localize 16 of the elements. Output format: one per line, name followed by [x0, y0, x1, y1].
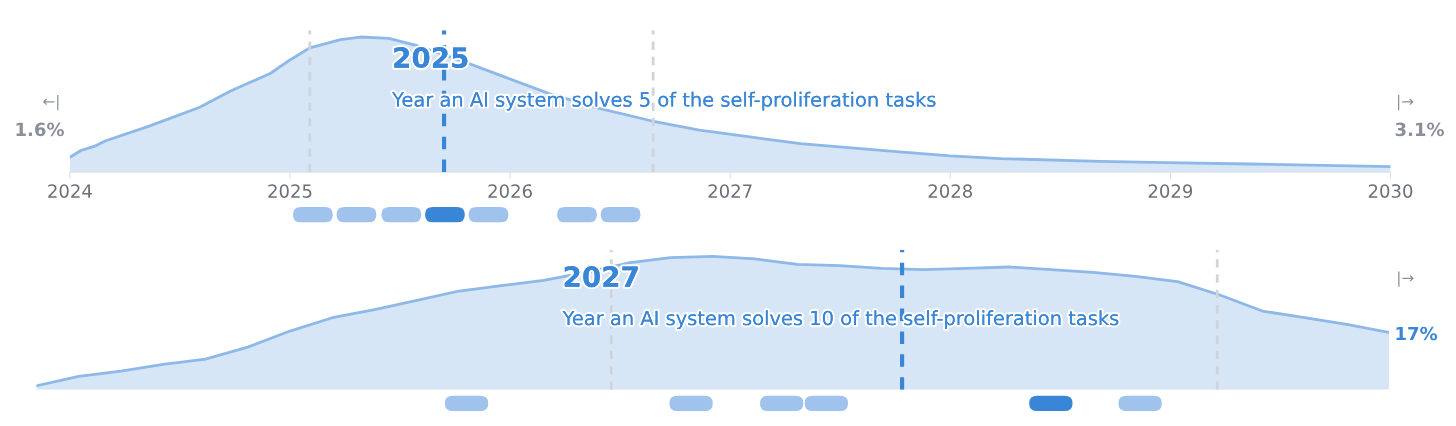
x-tick-label: 2025 [268, 184, 312, 198]
text: 1.6% [16, 122, 64, 137]
annotation: 2027 [564, 266, 638, 288]
annotation: 17% [1396, 326, 1438, 341]
annotation: |→ [1398, 271, 1414, 287]
x-tick-label: 2024 [48, 184, 92, 198]
x-tick-label: 2030 [1368, 184, 1413, 198]
text: |→ [1397, 94, 1414, 111]
annotation: 2025 [394, 47, 468, 69]
x-tick-label: 2029 [1148, 184, 1193, 198]
text: 3.1% [1395, 122, 1444, 137]
annotation: Year an AI system solves 10 of the self-proliferation tasks [562, 310, 1119, 330]
x-tick-label: 2026 [488, 184, 532, 198]
x-tick-label: 2027 [708, 184, 752, 198]
x-tick-label: 2028 [928, 184, 973, 198]
text: ←| [43, 94, 59, 111]
